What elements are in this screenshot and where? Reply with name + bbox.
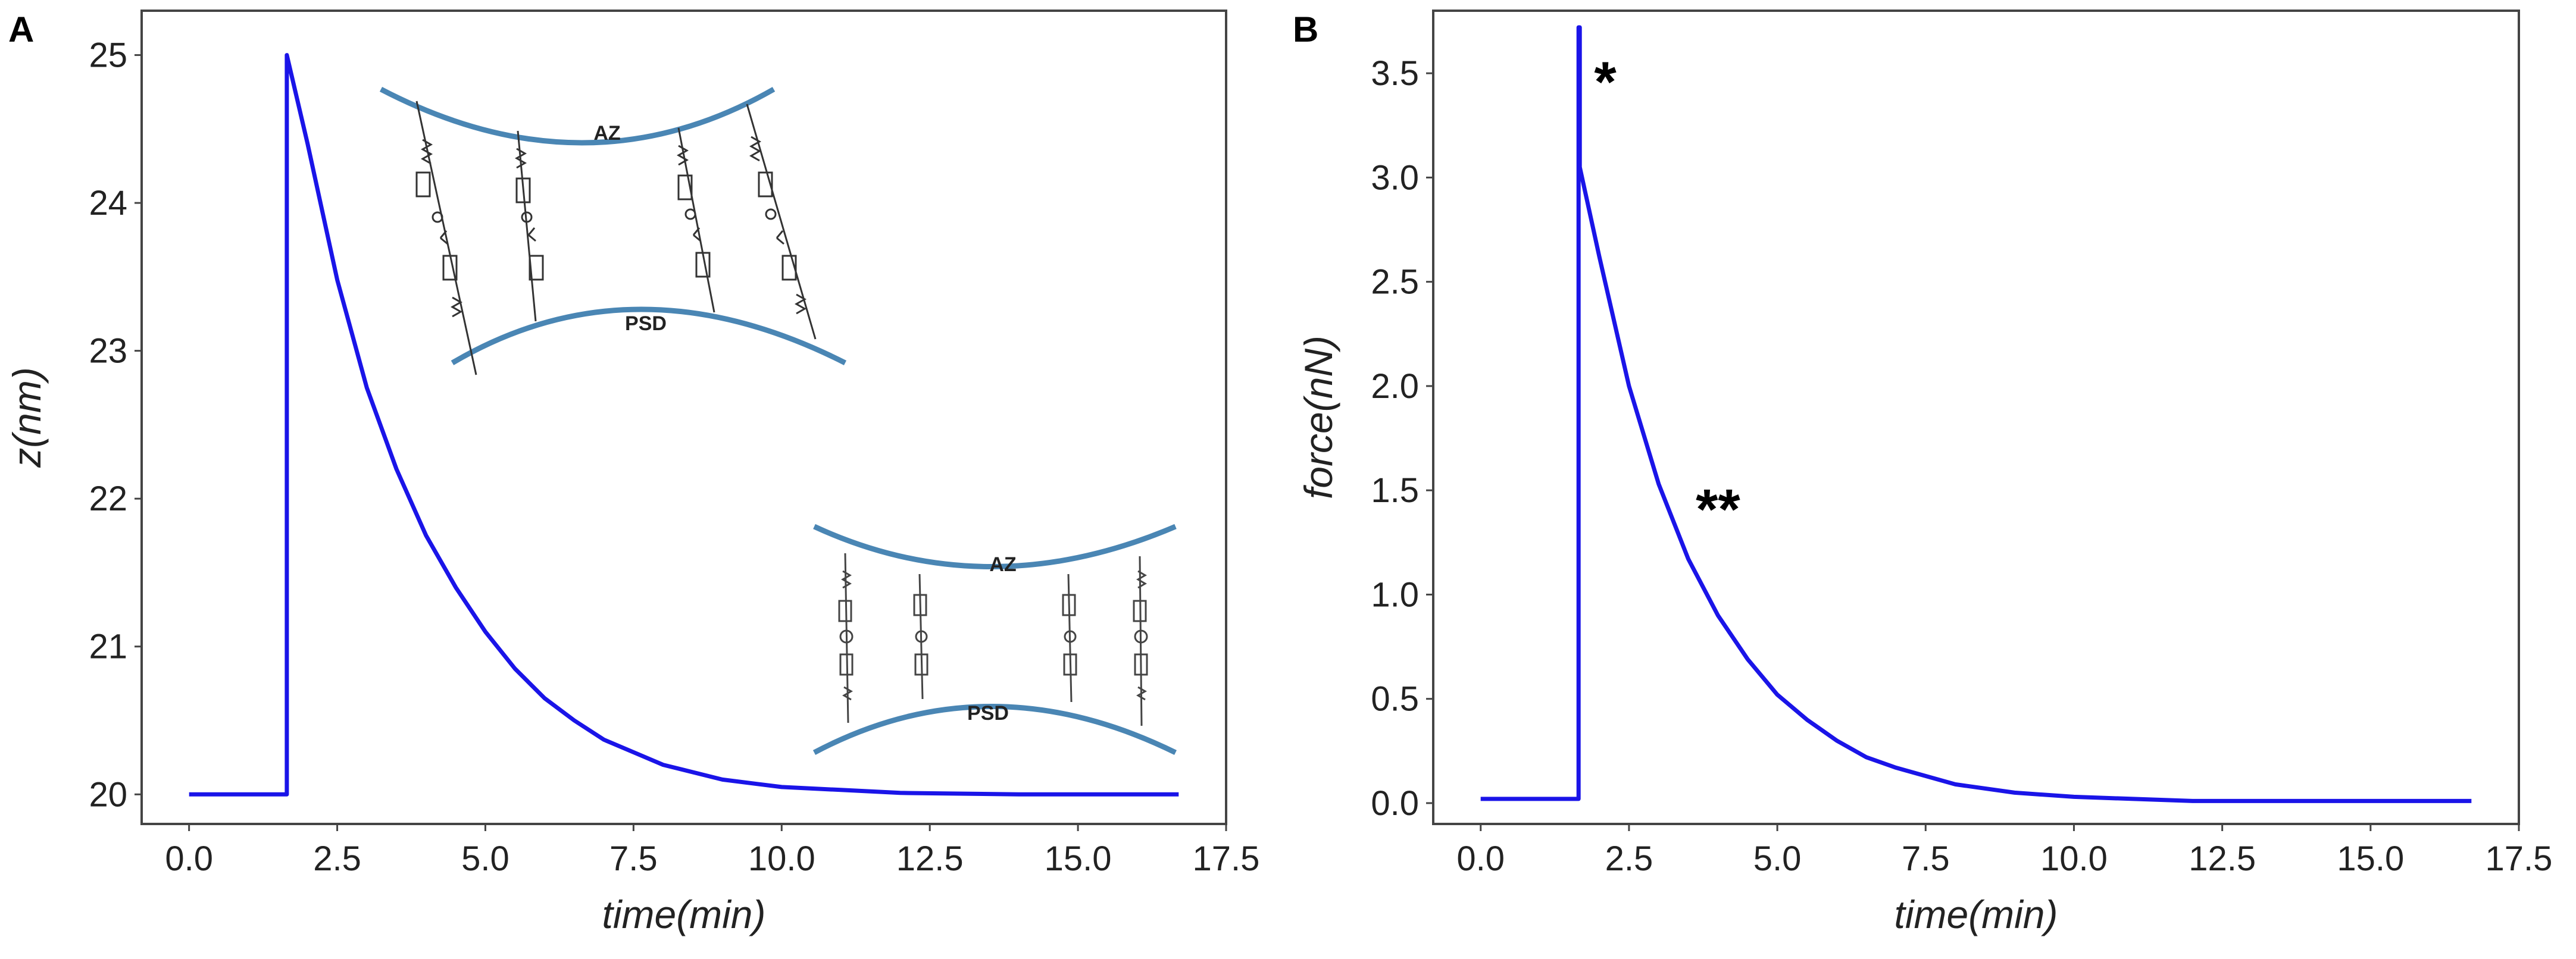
x-tick-label: 7.5 (1902, 839, 1950, 878)
y-tick-label: 2.0 (1371, 367, 1419, 406)
y-tick-label: 23 (89, 332, 127, 371)
annotation-asterisk: * (1594, 51, 1617, 114)
x-tick-label: 17.5 (2486, 839, 2553, 878)
synapse-schematic-bottom: AZ PSD (812, 524, 1177, 756)
y-tick-label: 3.0 (1371, 158, 1419, 197)
x-ticks-b: 0.0 2.5 5.0 7.5 10.0 12.5 15.0 17.5 (1456, 824, 2552, 878)
x-tick-label: 10.0 (2040, 839, 2108, 878)
plot-frame-b (1432, 10, 2520, 825)
adhesion-molecule-1 (415, 101, 477, 375)
annotation-asterisk: ** (1696, 478, 1740, 541)
x-axis-label-b: time(min) (1895, 892, 2058, 936)
panel-a-chart: 20 21 22 23 24 25 0.0 2.5 5.0 7.5 10.0 12.5 15.0 17.… (5, 10, 1259, 936)
bottom-molecule-3 (1062, 573, 1077, 703)
az-label-bottom: AZ (989, 553, 1016, 576)
x-tick-label: 15.0 (2337, 839, 2404, 878)
y-axis-label-a: z(nm) (5, 367, 49, 468)
x-tick-label: 7.5 (609, 839, 658, 878)
y-axis-label-b: force(nN) (1296, 336, 1340, 499)
x-tick-label: 5.0 (461, 839, 509, 878)
adhesion-molecule-3 (676, 127, 715, 313)
force-curve (1480, 25, 2472, 803)
adhesion-molecule-2 (514, 130, 544, 322)
bottom-molecule-1 (838, 553, 854, 723)
panel-b-chart: 0.0 0.5 1.0 1.5 2.0 2.5 3.0 3.5 0.0 2.5 5.0 7.5 10.… (1296, 10, 2552, 936)
synapse-schematic-top: AZ PSD (379, 87, 847, 375)
x-ticks-a: 0.0 2.5 5.0 7.5 10.0 12.5 15.0 17.5 (165, 824, 1259, 878)
x-tick-label: 0.0 (165, 839, 213, 878)
az-membrane-top (379, 87, 776, 146)
x-axis-label-a: time(min) (602, 892, 766, 936)
y-tick-label: 24 (89, 184, 127, 222)
x-tick-label: 17.5 (1193, 839, 1260, 878)
y-ticks-a: 20 21 22 23 24 25 (89, 36, 142, 814)
az-label-top: AZ (593, 122, 620, 145)
x-tick-label: 2.5 (1605, 839, 1653, 878)
annotations-b: *** (1594, 51, 1740, 542)
x-tick-label: 15.0 (1045, 839, 1112, 878)
z-curve (189, 53, 1179, 797)
psd-membrane-bottom (812, 704, 1177, 756)
y-tick-label: 3.5 (1371, 54, 1419, 93)
y-tick-label: 0.0 (1371, 784, 1419, 823)
x-tick-label: 5.0 (1753, 839, 1802, 878)
y-tick-label: 22 (89, 480, 127, 518)
y-tick-label: 25 (89, 36, 127, 75)
y-tick-label: 20 (89, 775, 127, 814)
x-tick-label: 12.5 (2189, 839, 2256, 878)
y-tick-label: 1.5 (1371, 471, 1419, 510)
bottom-molecule-2 (913, 573, 929, 700)
plot-frame-a (140, 10, 1227, 825)
psd-label-top: PSD (625, 312, 667, 335)
y-tick-label: 1.0 (1371, 575, 1419, 614)
y-ticks-b: 0.0 0.5 1.0 1.5 2.0 2.5 3.0 3.5 (1371, 54, 1433, 823)
adhesion-molecule-4 (746, 104, 817, 340)
psd-membrane-top (451, 306, 847, 366)
x-tick-label: 12.5 (896, 839, 964, 878)
x-tick-label: 10.0 (748, 839, 815, 878)
bottom-molecule-4 (1133, 556, 1148, 726)
panel-letter-a: A (8, 10, 34, 49)
panel-letter-b: B (1293, 10, 1318, 49)
x-tick-label: 0.0 (1456, 839, 1505, 878)
y-tick-label: 0.5 (1371, 680, 1419, 719)
psd-label-bottom: PSD (967, 702, 1009, 725)
y-tick-label: 2.5 (1371, 263, 1419, 302)
y-tick-label: 21 (89, 628, 127, 666)
x-tick-label: 2.5 (313, 839, 361, 878)
az-membrane-bottom (813, 524, 1177, 569)
